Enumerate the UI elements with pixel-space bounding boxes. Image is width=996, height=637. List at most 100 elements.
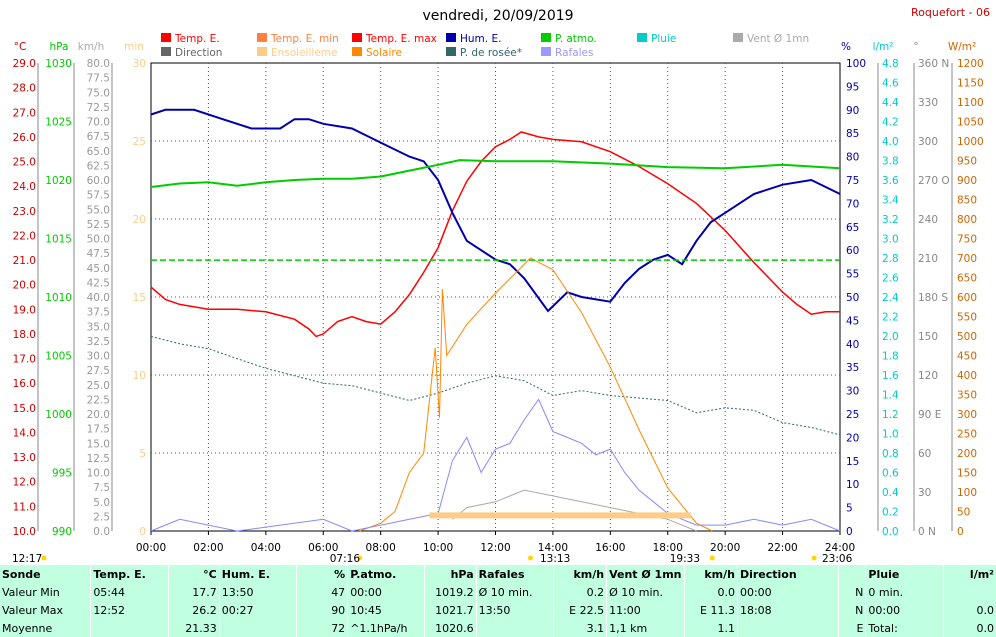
wm2-tick-label: 50 (957, 507, 970, 519)
rain-tick-label: 4.4 (882, 97, 899, 109)
temp-tick-label: 18.0 (13, 329, 36, 341)
legend-label: Direction (175, 47, 222, 59)
hum-tick-label: 65 (846, 222, 859, 234)
time-tick-label: 06:00 (308, 542, 338, 554)
patmo-tick-label: 995 (52, 468, 72, 480)
temp-tick-label: 13.0 (13, 452, 36, 464)
wm2-tick-label: 700 (957, 253, 977, 265)
dir-tick-label: 210 (918, 253, 938, 265)
wind-tick-label: 5.0 (93, 497, 110, 509)
wm2-tick-label: 1000 (957, 136, 984, 148)
legend-label: Temp. E. max (365, 33, 437, 45)
table-header-row: Sonde Temp. E. °C Hum. E.% P.atmo. hPa Rafales… (0, 565, 996, 583)
table-cell: E 22.5 (552, 601, 607, 619)
table-cell: 0 min. (865, 583, 944, 601)
legend-swatch (446, 33, 456, 42)
time-tick-label: 02:00 (193, 542, 223, 554)
wm2-tick-label: 550 (957, 312, 977, 324)
series-line-temp-e- (150, 131, 840, 338)
rain-tick-label: 2.2 (882, 312, 899, 324)
rain-tick-label: 3.8 (882, 156, 899, 168)
series-line-solaire (359, 257, 713, 532)
table-cell: 18:08 (736, 601, 839, 619)
temp-tick-label: 23.0 (13, 206, 36, 218)
table-cell: 1020.6 (424, 619, 477, 637)
min-tick-label: 0 (139, 526, 146, 538)
wind-tick-label: 75.0 (87, 87, 110, 99)
hum-tick-label: 75 (846, 175, 859, 187)
table-row: Valeur Min 05:44 17.7 13:50 47 00:00 1019.2 Ø 1… (0, 583, 996, 601)
rain-tick-label: 1.0 (882, 429, 899, 441)
wind-tick-label: 22.5 (87, 394, 110, 406)
wm2-tick-label: 350 (957, 390, 977, 402)
wind-tick-label: 70.0 (87, 117, 110, 129)
axis-unit-label: hPa (50, 41, 69, 53)
dir-tick-label: 30 (918, 487, 931, 499)
wm2-tick-label: 1050 (957, 117, 984, 129)
table-cell: Valeur Min (2, 585, 60, 599)
legend-swatch (637, 33, 647, 42)
legend-label: Temp. E. (174, 33, 220, 45)
patmo-tick-label: 990 (52, 526, 72, 538)
table-cell: ^1.1hPa/h (347, 619, 425, 637)
rain-tick-label: 4.0 (882, 136, 899, 148)
legend-swatch (161, 47, 171, 56)
wind-tick-label: 52.5 (87, 219, 110, 231)
wind-tick-label: 62.5 (87, 160, 110, 172)
dir-tick-label: 300 (918, 136, 938, 148)
table-cell: 1019.2 (424, 583, 477, 601)
min-tick-label: 15 (133, 292, 146, 304)
rain-tick-label: 4.6 (882, 78, 899, 90)
table-cell: 21.33 (167, 619, 220, 637)
temp-tick-label: 25.0 (13, 157, 36, 169)
temp-tick-label: 26.0 (13, 132, 36, 144)
wind-tick-label: 55.0 (87, 204, 110, 216)
left-axes: 29.0 28.0 27.0 26.0 25.0 24.0 23.0 22.0 21.0 20.0… (13, 58, 146, 538)
hum-tick-label: 100 (846, 58, 866, 70)
table-cell: % (296, 565, 348, 583)
hum-tick-label: 70 (846, 198, 859, 210)
legend-label: Vent Ø 1mn (747, 33, 809, 45)
table-cell: hPa (424, 565, 477, 583)
time-tick-label: 12:00 (480, 542, 510, 554)
legend-swatch (257, 47, 267, 56)
wm2-tick-label: 200 (957, 448, 977, 460)
wind-tick-label: 80.0 (87, 58, 110, 70)
dir-tick-label: 90 E (918, 409, 941, 421)
dir-tick-label: 0 N (918, 526, 936, 538)
table-cell: N (838, 601, 866, 619)
wm2-tick-label: 300 (957, 409, 977, 421)
rain-tick-label: 2.0 (882, 331, 899, 343)
wind-tick-label: 17.5 (87, 424, 110, 436)
hum-tick-label: 15 (846, 456, 859, 468)
rain-tick-label: 3.2 (882, 214, 899, 226)
time-tick-label: 16:00 (595, 542, 625, 554)
legend-label: P. atmo. (555, 33, 597, 45)
hum-tick-label: 85 (846, 128, 859, 140)
sun-marker-dot (41, 555, 47, 561)
sun-marker-label: 13:13 (540, 553, 570, 563)
wind-tick-label: 20.0 (87, 409, 110, 421)
table-cell: 1.1 (683, 619, 738, 637)
wind-tick-label: 35.0 (87, 321, 110, 333)
wm2-tick-label: 900 (957, 175, 977, 187)
time-axis: 00:00 02:00 04:00 06:00 08:00 10:00 12:00 14:00… (136, 531, 855, 554)
legend-swatch (446, 47, 456, 56)
rain-tick-label: 0.6 (882, 468, 899, 480)
dir-tick-label: 240 (918, 214, 938, 226)
rain-tick-label: 0.8 (882, 448, 899, 460)
dir-tick-label: 270 O (918, 175, 950, 187)
temp-tick-label: 28.0 (13, 83, 36, 95)
table-cell: Hum. E. (218, 565, 297, 583)
patmo-tick-label: 1030 (45, 58, 72, 70)
table-separator (0, 563, 996, 565)
wind-tick-label: 7.5 (93, 482, 110, 494)
temp-tick-label: 14.0 (13, 427, 36, 439)
table-cell: °C (167, 565, 220, 583)
temp-tick-label: 27.0 (13, 107, 36, 119)
table-cell (218, 619, 297, 637)
table-cell (736, 619, 839, 637)
table-cell: Total: (865, 619, 944, 637)
hum-tick-label: 30 (846, 386, 859, 398)
wind-tick-label: 72.5 (87, 102, 110, 114)
